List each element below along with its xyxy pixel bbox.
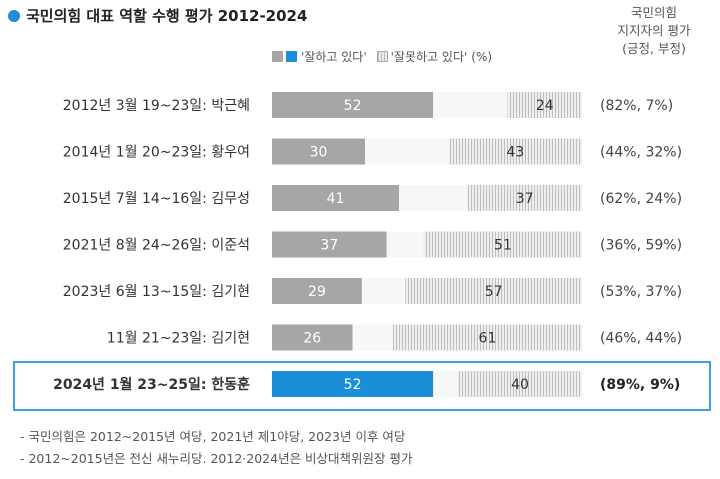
category-label: 2012년 3월 19~23일: 박근혜 <box>63 98 250 114</box>
bar-undecided <box>365 138 449 165</box>
data-label-positive: 41 <box>327 191 345 207</box>
supporter-evaluation: (46%, 44%) <box>600 331 682 347</box>
chart-title-text: 국민의힘 대표 역할 수행 평가 2012-2024 <box>26 7 308 25</box>
title-dot-icon <box>8 9 20 22</box>
footnote-1: - 국민의힘은 2012~2015년 여당, 2021년 제1야당, 2023년… <box>20 429 406 444</box>
bar-negative <box>392 324 582 351</box>
bar-positive <box>272 324 353 351</box>
bar-positive <box>272 185 400 211</box>
legend-unit: (%) <box>471 49 493 64</box>
data-label-negative: 24 <box>536 98 554 114</box>
bar-undecided <box>433 92 508 118</box>
bar-positive <box>272 231 387 258</box>
footnote-2: - 2012~2015년은 전신 새누리당. 2012·2024년은 비상대책위… <box>20 451 413 466</box>
bar-negative <box>458 371 582 397</box>
legend-positive-blue-swatch <box>286 51 297 62</box>
legend-positive-label: '잘하고 있다' <box>301 50 367 64</box>
data-label-positive: 30 <box>310 145 328 161</box>
data-label-negative: 51 <box>494 238 512 254</box>
footnotes: - 국민의힘은 2012~2015년 여당, 2021년 제1야당, 2023년… <box>20 426 413 470</box>
data-label-negative: 61 <box>479 331 497 347</box>
category-label: 2024년 1월 23~25일: 한동훈 <box>53 376 250 393</box>
supporter-evaluation-header: 국민의힘 지지자의 평가 (긍정, 부정) <box>594 4 714 58</box>
data-label-negative: 57 <box>485 284 503 300</box>
data-label-positive: 52 <box>344 377 362 393</box>
data-label-negative: 43 <box>506 145 524 161</box>
legend-negative-label: '잘못하고 있다' <box>390 50 468 64</box>
legend-positive-gray-swatch <box>272 51 283 62</box>
bar-undecided <box>399 185 468 211</box>
side-header-line-3: (긍정, 부정) <box>622 41 686 56</box>
bar-negative <box>423 231 582 258</box>
supporter-evaluation: (62%, 24%) <box>600 191 682 207</box>
bar-undecided <box>386 231 424 258</box>
bar-positive <box>272 92 434 118</box>
supporter-evaluation: (44%, 32%) <box>600 145 682 161</box>
data-label-positive: 52 <box>344 98 362 114</box>
bar-positive <box>272 278 362 304</box>
data-label-positive: 29 <box>308 284 326 300</box>
chart-title: 국민의힘 대표 역할 수행 평가 2012-2024 <box>8 5 307 26</box>
bar-positive <box>272 138 365 165</box>
bar-undecided <box>361 278 406 304</box>
bar-negative <box>405 278 582 304</box>
side-header-line-2: 지지자의 평가 <box>617 23 691 38</box>
supporter-evaluation: (36%, 59%) <box>600 238 682 254</box>
bar-positive <box>272 371 434 397</box>
data-label-negative: 40 <box>511 377 529 393</box>
category-label: 2021년 8월 24~26일: 이준석 <box>63 238 250 254</box>
category-label: 2014년 1월 20~23일: 황우여 <box>63 145 250 161</box>
bar-negative <box>507 92 582 118</box>
supporter-evaluation: (82%, 7%) <box>600 98 673 114</box>
bar-negative <box>467 185 582 211</box>
highlight-row-frame <box>13 361 711 411</box>
data-label-negative: 37 <box>516 191 534 207</box>
supporter-evaluation: (89%, 9%) <box>600 377 680 393</box>
bar-undecided <box>433 371 458 397</box>
side-header-line-1: 국민의힘 <box>630 5 677 20</box>
category-label: 2023년 6월 13~15일: 김기현 <box>63 284 250 300</box>
category-label: 11월 21~23일: 김기현 <box>107 331 250 347</box>
legend-negative-swatch <box>376 51 388 62</box>
data-label-positive: 37 <box>320 238 338 254</box>
bar-negative <box>448 138 582 165</box>
legend: '잘하고 있다' '잘못하고 있다' (%) <box>272 48 492 65</box>
bar-undecided <box>352 324 393 351</box>
category-label: 2015년 7월 14~16일: 김무성 <box>63 191 250 207</box>
data-label-positive: 26 <box>303 331 321 347</box>
supporter-evaluation: (53%, 37%) <box>600 284 682 300</box>
